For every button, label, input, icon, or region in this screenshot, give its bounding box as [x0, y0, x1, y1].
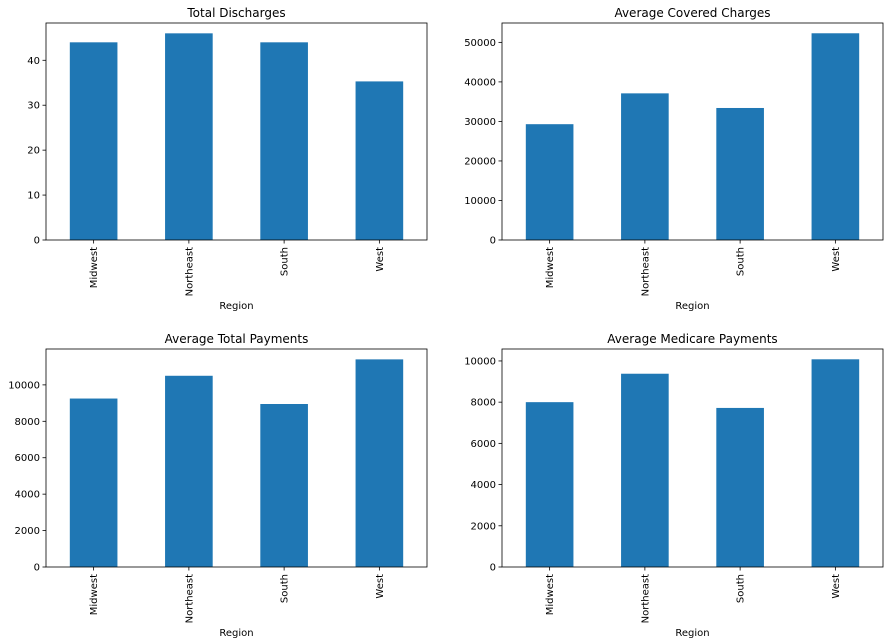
bar-midwest: [69, 42, 118, 240]
x-tick-label: Midwest: [89, 247, 100, 288]
x-tick-label: Midwest: [89, 574, 100, 615]
y-tick-label: 20000: [464, 156, 496, 167]
y-tick-label: 2000: [471, 521, 496, 532]
y-tick-label: 10000: [464, 356, 496, 367]
y-tick-label: 8000: [15, 417, 40, 428]
subplot-4: Average Medicare Payments 0 2000 4000 6000 80…: [464, 332, 884, 639]
y-tick-label: 30: [27, 101, 40, 112]
x-tick-label: Northeast: [184, 574, 195, 623]
bar-west: [355, 359, 404, 567]
x-tick-label: South: [280, 574, 291, 603]
bar-midwest: [69, 398, 118, 567]
x-axis-label: Region: [219, 628, 253, 639]
y-tick-label: 40000: [464, 77, 496, 88]
y-tick-label: 4000: [15, 490, 40, 501]
subplot-1: Total Discharges 0 10 20 30 40 Midwest Northeas…: [27, 6, 428, 312]
chart-title: Total Discharges: [186, 6, 285, 20]
x-tick-label: Midwest: [545, 574, 556, 615]
y-tick-label: 0: [34, 236, 40, 247]
x-tick-label: West: [831, 574, 842, 599]
x-axis-label: Region: [219, 301, 253, 312]
chart-title: Average Medicare Payments: [607, 332, 777, 346]
bar-northeast: [165, 375, 213, 567]
subplot-3: Average Total Payments 0 2000 4000 6000 8000 1…: [8, 332, 428, 639]
x-tick-label: Midwest: [545, 247, 556, 288]
y-tick-label: 40: [27, 56, 40, 67]
bar-midwest: [525, 124, 574, 240]
y-tick-label: 8000: [471, 398, 496, 409]
bar-midwest: [525, 402, 574, 567]
y-tick-label: 6000: [15, 453, 40, 464]
bar-northeast: [621, 93, 669, 240]
axes-frame: [501, 22, 884, 241]
y-tick-label: 0: [490, 563, 496, 574]
x-tick-label: South: [280, 247, 291, 276]
x-tick-label: South: [736, 574, 747, 603]
y-tick-label: 10: [27, 191, 40, 202]
bar-south: [260, 42, 308, 240]
x-tick-label: South: [736, 247, 747, 276]
y-tick-label: 0: [490, 236, 496, 247]
y-tick-label: 10000: [464, 196, 496, 207]
x-tick-label: Northeast: [640, 574, 651, 623]
y-tick-label: 6000: [471, 439, 496, 450]
x-tick-label: Northeast: [640, 247, 651, 296]
y-tick-label: 20: [27, 146, 40, 157]
x-tick-label: West: [831, 247, 842, 272]
y-tick-label: 50000: [464, 38, 496, 49]
bar-south: [716, 407, 764, 567]
chart-title: Average Covered Charges: [614, 6, 770, 20]
axes-frame: [501, 348, 884, 568]
y-tick-label: 2000: [15, 526, 40, 537]
y-tick-label: 4000: [471, 480, 496, 491]
bar-northeast: [165, 33, 213, 241]
x-tick-label: West: [375, 247, 386, 272]
bar-south: [260, 404, 308, 567]
x-tick-label: Northeast: [184, 247, 195, 296]
subplot-2: Average Covered Charges 0 10000 20000 30000 4…: [464, 6, 884, 312]
bar-west: [811, 359, 860, 567]
bar-west: [355, 81, 404, 241]
x-axis-label: Region: [675, 301, 709, 312]
y-tick-label: 0: [34, 563, 40, 574]
y-tick-label: 10000: [8, 380, 40, 391]
y-tick-label: 30000: [464, 117, 496, 128]
axes-frame: [45, 22, 428, 241]
chart-title: Average Total Payments: [165, 332, 309, 346]
x-tick-label: West: [375, 574, 386, 599]
x-axis-label: Region: [675, 628, 709, 639]
bar-northeast: [621, 373, 669, 567]
bar-west: [811, 33, 860, 240]
bar-south: [716, 107, 764, 241]
